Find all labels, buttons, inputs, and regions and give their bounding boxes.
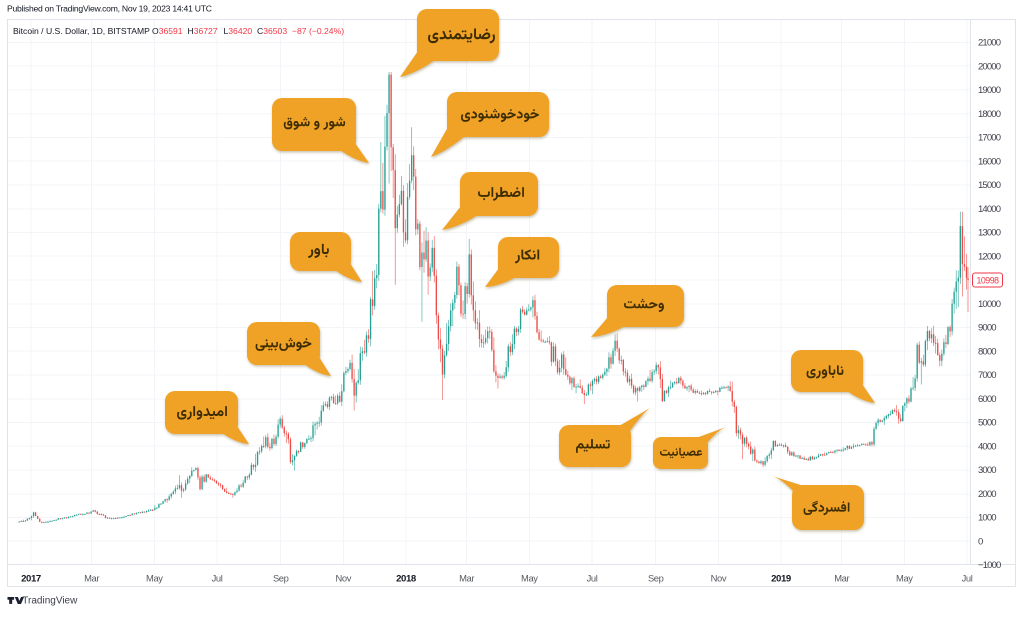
svg-text:2019: 2019 (771, 574, 791, 585)
svg-text:May: May (896, 573, 913, 584)
svg-text:H36727: H36727 (188, 26, 218, 36)
svg-text:May: May (521, 573, 538, 584)
svg-text:5000: 5000 (978, 418, 996, 429)
svg-text:2000: 2000 (978, 489, 996, 500)
svg-text:2017: 2017 (21, 574, 41, 585)
svg-text:19000: 19000 (978, 85, 1001, 96)
svg-text:Nov: Nov (336, 573, 352, 584)
svg-text:Sep: Sep (648, 573, 664, 584)
svg-text:1000: 1000 (978, 513, 996, 524)
svg-text:Mar: Mar (459, 573, 474, 584)
svg-text:Jul: Jul (962, 573, 973, 584)
svg-text:6000: 6000 (978, 394, 996, 405)
svg-text:Jul: Jul (587, 573, 598, 584)
svg-text:4000: 4000 (978, 441, 996, 452)
svg-text:−1000: −1000 (978, 560, 1001, 571)
svg-text:Nov: Nov (711, 573, 727, 584)
svg-text:18000: 18000 (978, 109, 1001, 120)
svg-text:0: 0 (978, 537, 983, 548)
svg-text:Published on TradingView.com,: Published on TradingView.com, Nov 19, 20… (7, 3, 212, 13)
svg-text:May: May (146, 573, 163, 584)
svg-text:16000: 16000 (978, 156, 1001, 167)
svg-text:Jul: Jul (212, 573, 223, 584)
svg-text:C36503: C36503 (257, 26, 287, 36)
svg-text:3000: 3000 (978, 465, 996, 476)
svg-text:Mar: Mar (84, 573, 99, 584)
svg-text:21000: 21000 (978, 38, 1001, 49)
svg-text:L36420: L36420 (224, 26, 253, 36)
svg-text:Bitcoin / U.S. Dollar, 1D, BIT: Bitcoin / U.S. Dollar, 1D, BITSTAMP (13, 26, 150, 36)
svg-text:13000: 13000 (978, 228, 1001, 239)
svg-text:20000: 20000 (978, 62, 1001, 73)
svg-text:10000: 10000 (978, 299, 1001, 310)
svg-text:Mar: Mar (834, 573, 849, 584)
svg-text:TradingView: TradingView (22, 596, 78, 607)
svg-text:−87 (−0.24%): −87 (−0.24%) (292, 26, 344, 36)
svg-text:8000: 8000 (978, 346, 996, 357)
svg-text:O36591: O36591 (152, 26, 183, 36)
svg-text:2018: 2018 (396, 574, 417, 585)
svg-text:17000: 17000 (978, 133, 1001, 144)
svg-text:9000: 9000 (978, 323, 996, 334)
svg-text:12000: 12000 (978, 251, 1001, 262)
svg-text:15000: 15000 (978, 180, 1001, 191)
svg-text:Sep: Sep (273, 573, 289, 584)
svg-text:14000: 14000 (978, 204, 1001, 215)
svg-text:10998: 10998 (977, 275, 1000, 285)
svg-text:7000: 7000 (978, 370, 996, 381)
